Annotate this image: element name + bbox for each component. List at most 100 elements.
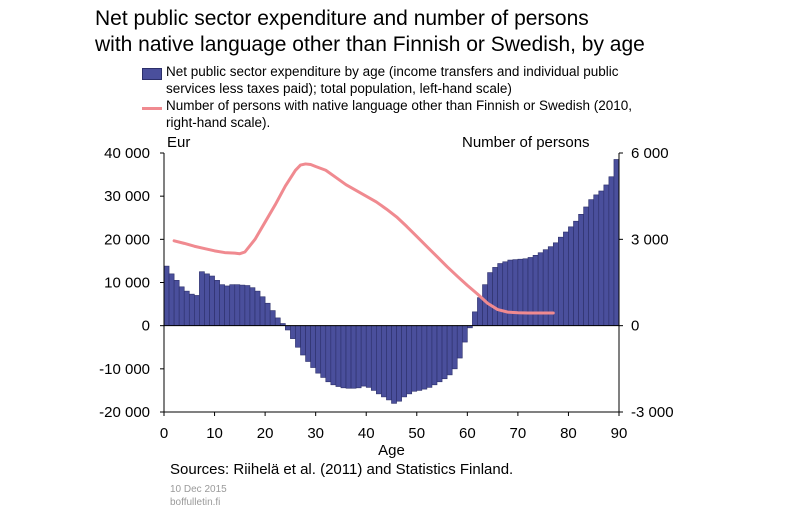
sources-note: Sources: Riihelä et al. (2011) and Stati…	[170, 461, 514, 478]
legend-line-swatch	[142, 107, 162, 110]
x-tick-label: 10	[206, 425, 223, 442]
bar-age-30	[315, 325, 322, 374]
bar-age-85	[593, 194, 600, 326]
bar-age-2	[173, 280, 180, 326]
bar-age-89	[613, 159, 620, 326]
bar-age-8	[204, 273, 210, 326]
bar-age-81	[573, 220, 579, 326]
legend-item-bars: Net public sector expenditure by age (in…	[142, 64, 666, 97]
x-tick-label: 70	[510, 425, 527, 442]
bar-age-65	[492, 267, 498, 326]
left-axis-unit: Eur	[167, 134, 191, 151]
bar-age-70	[517, 258, 524, 326]
left-tick-label: 30 000	[104, 188, 150, 205]
bar-age-34	[335, 325, 342, 387]
x-tick-label: 50	[408, 425, 425, 442]
bar-age-19	[259, 296, 266, 326]
bar-age-79	[563, 231, 569, 326]
bar-age-66	[497, 263, 504, 326]
bar-age-16	[244, 285, 251, 326]
legend-bar-swatch	[142, 68, 162, 80]
bar-age-9	[209, 275, 215, 326]
bar-age-11	[219, 284, 225, 326]
bar-age-22	[274, 317, 281, 326]
axis-ticks: -20 000 -10 000 0 10 000 20 000 30 000 40 000 -…	[99, 145, 673, 459]
bar-age-41	[370, 325, 377, 391]
bar-age-25	[290, 325, 296, 339]
bar-age-87	[603, 184, 610, 326]
bar-age-44	[386, 325, 392, 401]
bar-age-24	[285, 325, 291, 331]
bar-age-61	[472, 311, 478, 326]
bar-age-21	[269, 310, 276, 326]
left-tick-label: -20 000	[99, 404, 150, 421]
bar-age-51	[421, 325, 428, 390]
bar-age-71	[522, 258, 529, 326]
left-tick-label: 0	[142, 318, 150, 335]
bar-age-80	[568, 226, 574, 326]
bar-age-56	[446, 325, 453, 376]
x-tick-label: 60	[459, 425, 476, 442]
bar-age-52	[426, 325, 433, 388]
bar-age-68	[507, 259, 514, 326]
bar-age-43	[381, 325, 387, 398]
bar-age-1	[168, 273, 175, 326]
bar-age-35	[340, 325, 347, 389]
line-series	[172, 162, 555, 315]
bar-age-45	[391, 325, 397, 404]
bar-age-10	[214, 280, 220, 326]
bar-age-74	[537, 252, 544, 326]
left-tick-label: 10 000	[104, 275, 150, 292]
right-tick-label: 3 000	[631, 231, 669, 248]
legend: Net public sector expenditure by age (in…	[142, 64, 666, 132]
bar-age-38	[355, 325, 362, 389]
right-tick-label: 0	[631, 318, 639, 335]
bar-age-49	[411, 325, 418, 392]
bar-age-4	[183, 290, 190, 326]
bar-age-72	[527, 257, 534, 326]
bar-age-27	[300, 325, 306, 356]
bar-age-82	[578, 214, 584, 326]
bar-age-50	[416, 325, 423, 391]
bar-age-20	[264, 302, 271, 326]
publication-date: 10 Dec 2015	[170, 484, 227, 495]
bar-age-47	[401, 325, 407, 398]
bar-age-13	[229, 284, 236, 326]
bar-age-55	[441, 325, 448, 380]
left-tick-label: -10 000	[99, 361, 150, 378]
bar-age-83	[583, 206, 589, 326]
x-tick-label: 80	[560, 425, 577, 442]
bar-age-17	[249, 287, 256, 326]
bar-age-14	[234, 284, 241, 326]
bar-age-63	[482, 284, 488, 326]
bar-age-36	[345, 325, 352, 389]
bar-age-37	[350, 325, 357, 389]
left-tick-label: 40 000	[104, 145, 150, 162]
x-axis-label: Age	[378, 442, 405, 459]
bar-age-40	[365, 325, 372, 388]
bar-age-48	[406, 325, 413, 395]
bar-age-54	[436, 325, 443, 383]
bar-age-15	[239, 284, 246, 326]
legend-item-line: Number of persons with native language o…	[142, 98, 666, 131]
bar-age-42	[376, 325, 382, 395]
bar-age-0	[163, 265, 170, 326]
bar-age-3	[178, 286, 185, 326]
bar-age-78	[558, 236, 564, 326]
bar-age-64	[487, 272, 493, 326]
bar-age-69	[512, 259, 519, 326]
bar-age-12	[224, 285, 231, 326]
right-tick-label: -3 000	[631, 404, 674, 421]
bar-age-73	[532, 255, 539, 326]
bar-age-58	[456, 325, 463, 359]
bar-age-59	[461, 325, 468, 343]
bar-age-57	[451, 325, 458, 370]
bar-age-5	[188, 293, 195, 326]
bar-age-32	[325, 325, 332, 383]
x-tick-label: 20	[257, 425, 274, 442]
bar-age-28	[305, 325, 311, 362]
x-tick-label: 30	[307, 425, 324, 442]
bar-age-62	[477, 297, 483, 326]
bar-age-39	[360, 325, 367, 387]
